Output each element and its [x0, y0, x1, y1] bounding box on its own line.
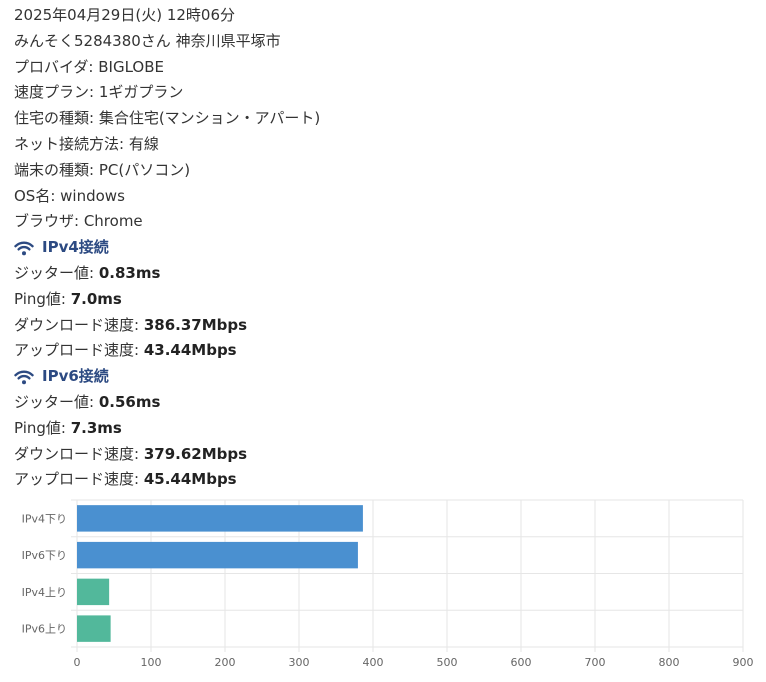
wifi-icon — [14, 241, 34, 256]
plan-label: 速度プラン: — [14, 83, 99, 102]
x-tick-label: 600 — [511, 656, 532, 669]
browser-row: ブラウザ: Chrome — [14, 209, 754, 235]
connection-row: ネット接続方法: 有線 — [14, 132, 754, 158]
browser-value: Chrome — [83, 212, 143, 231]
housing-value: 集合住宅(マンション・アパート) — [98, 109, 321, 128]
datetime: 2025年04月29日(火) 12時06分 — [14, 6, 235, 24]
ipv6-download-value: 379.62Mbps — [143, 444, 248, 463]
ipv6-upload-value: 45.44Mbps — [143, 470, 237, 489]
x-tick-label: 700 — [585, 656, 606, 669]
ipv4-upload-row: アップロード速度: 43.44Mbps — [14, 338, 754, 364]
speed-bar-chart: 0 100 200 300 400 500 600 700 800 900 IPv4下り IPv6下り… — [22, 499, 754, 669]
ipv6-ping-label: Ping値: — [14, 418, 71, 437]
category-label: IPv6上り — [22, 623, 67, 636]
ipv4-ping-row: Ping値: 7.0ms — [14, 287, 754, 313]
ipv4-section-title: IPv4接続 — [14, 235, 754, 261]
bar-IPv4下り — [77, 505, 363, 532]
plan-row: 速度プラン: 1ギガプラン — [14, 80, 754, 106]
bar-IPv6下り — [77, 541, 358, 569]
ipv4-download-value: 386.37Mbps — [143, 315, 248, 334]
ipv6-upload-row: アップロード速度: 45.44Mbps — [14, 467, 754, 493]
x-tick-label: 400 — [363, 656, 384, 669]
ipv4-download-label: ダウンロード速度: — [14, 315, 144, 334]
housing-row: 住宅の種類: 集合住宅(マンション・アパート) — [14, 106, 754, 132]
ipv4-title: IPv4接続 — [42, 238, 109, 257]
connection-value: 有線 — [128, 134, 159, 153]
ipv4-download-row: ダウンロード速度: 386.37Mbps — [14, 313, 754, 339]
ipv6-jitter-label: ジッター値: — [14, 392, 99, 411]
ipv4-upload-label: アップロード速度: — [14, 341, 144, 360]
ipv6-download-label: ダウンロード速度: — [14, 444, 144, 463]
ipv4-ping-label: Ping値: — [14, 289, 71, 308]
x-tick-label: 300 — [289, 656, 310, 669]
category-label: IPv6下り — [22, 549, 67, 562]
provider-row: プロバイダ: BIGLOBE — [14, 55, 754, 81]
plan-value: 1ギガプラン — [98, 83, 184, 102]
ipv6-ping-row: Ping値: 7.3ms — [14, 416, 754, 442]
housing-label: 住宅の種類: — [14, 109, 99, 128]
ipv4-jitter-row: ジッター値: 0.83ms — [14, 261, 754, 287]
ipv6-jitter-row: ジッター値: 0.56ms — [14, 390, 754, 416]
os-label: OS名: — [14, 186, 61, 205]
provider-label: プロバイダ: — [14, 57, 99, 76]
ipv6-section-title: IPv6接続 — [14, 364, 754, 390]
user-location: みんそく5284380さん 神奈川県平塚市 — [14, 31, 281, 50]
ipv4-jitter-value: 0.83ms — [98, 263, 161, 282]
ipv6-jitter-value: 0.56ms — [98, 392, 161, 411]
bar-IPv4上り — [77, 578, 110, 606]
x-tick-label: 800 — [659, 656, 680, 669]
connection-label: ネット接続方法: — [14, 134, 129, 153]
device-row: 端末の種類: PC(パソコン) — [14, 158, 754, 184]
device-label: 端末の種類: — [14, 160, 99, 179]
ipv6-upload-label: アップロード速度: — [14, 470, 144, 489]
wifi-icon — [14, 370, 34, 385]
os-row: OS名: windows — [14, 184, 754, 210]
browser-label: ブラウザ: — [14, 212, 84, 231]
x-tick-label: 0 — [74, 656, 81, 669]
os-value: windows — [60, 186, 125, 205]
category-label: IPv4下り — [22, 512, 67, 525]
x-tick-label: 200 — [215, 656, 236, 669]
ipv6-download-row: ダウンロード速度: 379.62Mbps — [14, 442, 754, 468]
ipv4-jitter-label: ジッター値: — [14, 263, 99, 282]
provider-value: BIGLOBE — [98, 57, 164, 76]
device-value: PC(パソコン) — [98, 160, 191, 179]
category-label: IPv4上り — [22, 586, 67, 599]
x-tick-label: 900 — [733, 656, 754, 669]
ipv4-upload-value: 43.44Mbps — [143, 341, 237, 360]
bar-IPv6上り — [77, 615, 111, 642]
ipv6-title: IPv6接続 — [42, 367, 109, 386]
x-tick-label: 500 — [437, 656, 458, 669]
ipv6-ping-value: 7.3ms — [70, 418, 122, 437]
speed-test-result: 2025年04月29日(火) 12時06分 みんそく5284380さん 神奈川県… — [14, 3, 754, 493]
x-tick-label: 100 — [141, 656, 162, 669]
ipv4-ping-value: 7.0ms — [70, 289, 122, 308]
